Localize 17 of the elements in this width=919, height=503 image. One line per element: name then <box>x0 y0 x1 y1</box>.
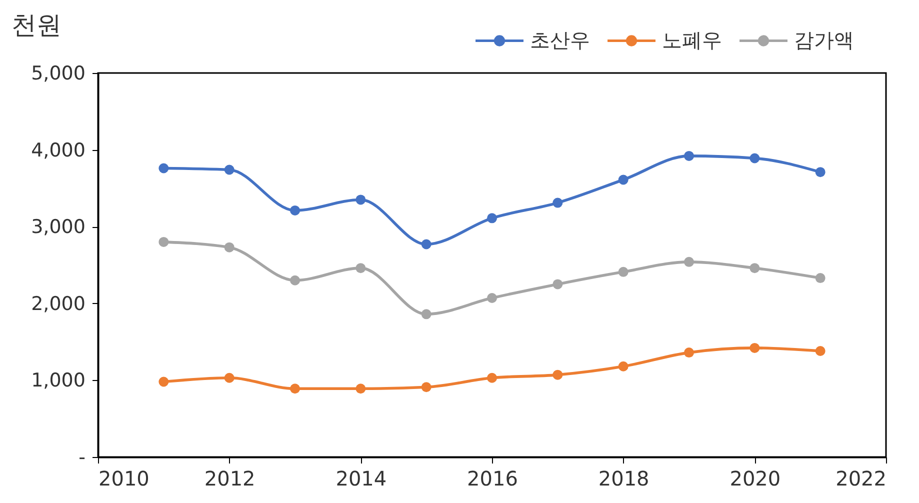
x-tick-label: 2010 <box>98 466 150 490</box>
y-axis-title: 천원 <box>12 10 62 40</box>
y-tick-label: 5,000 <box>31 62 86 84</box>
y-tick-label: 1,000 <box>31 370 86 392</box>
x-tick-label: 2016 <box>467 466 518 490</box>
y-tick-label: 3,000 <box>31 216 86 238</box>
x-tick-label: 2014 <box>336 466 387 490</box>
y-tick-label: 4,000 <box>31 139 86 162</box>
x-tick-label: 2018 <box>598 466 650 490</box>
x-tick-label: 2020 <box>730 466 781 490</box>
legend-label: 감가액 <box>794 28 854 52</box>
y-tick-label: - <box>78 446 86 468</box>
y-tick-label: 2,000 <box>31 292 86 315</box>
legend-label: 노폐우 <box>662 28 722 52</box>
x-tick-label: 2012 <box>204 466 256 490</box>
x-tick-label: 2022 <box>836 466 886 490</box>
legend-label: 초산우 <box>530 28 590 52</box>
